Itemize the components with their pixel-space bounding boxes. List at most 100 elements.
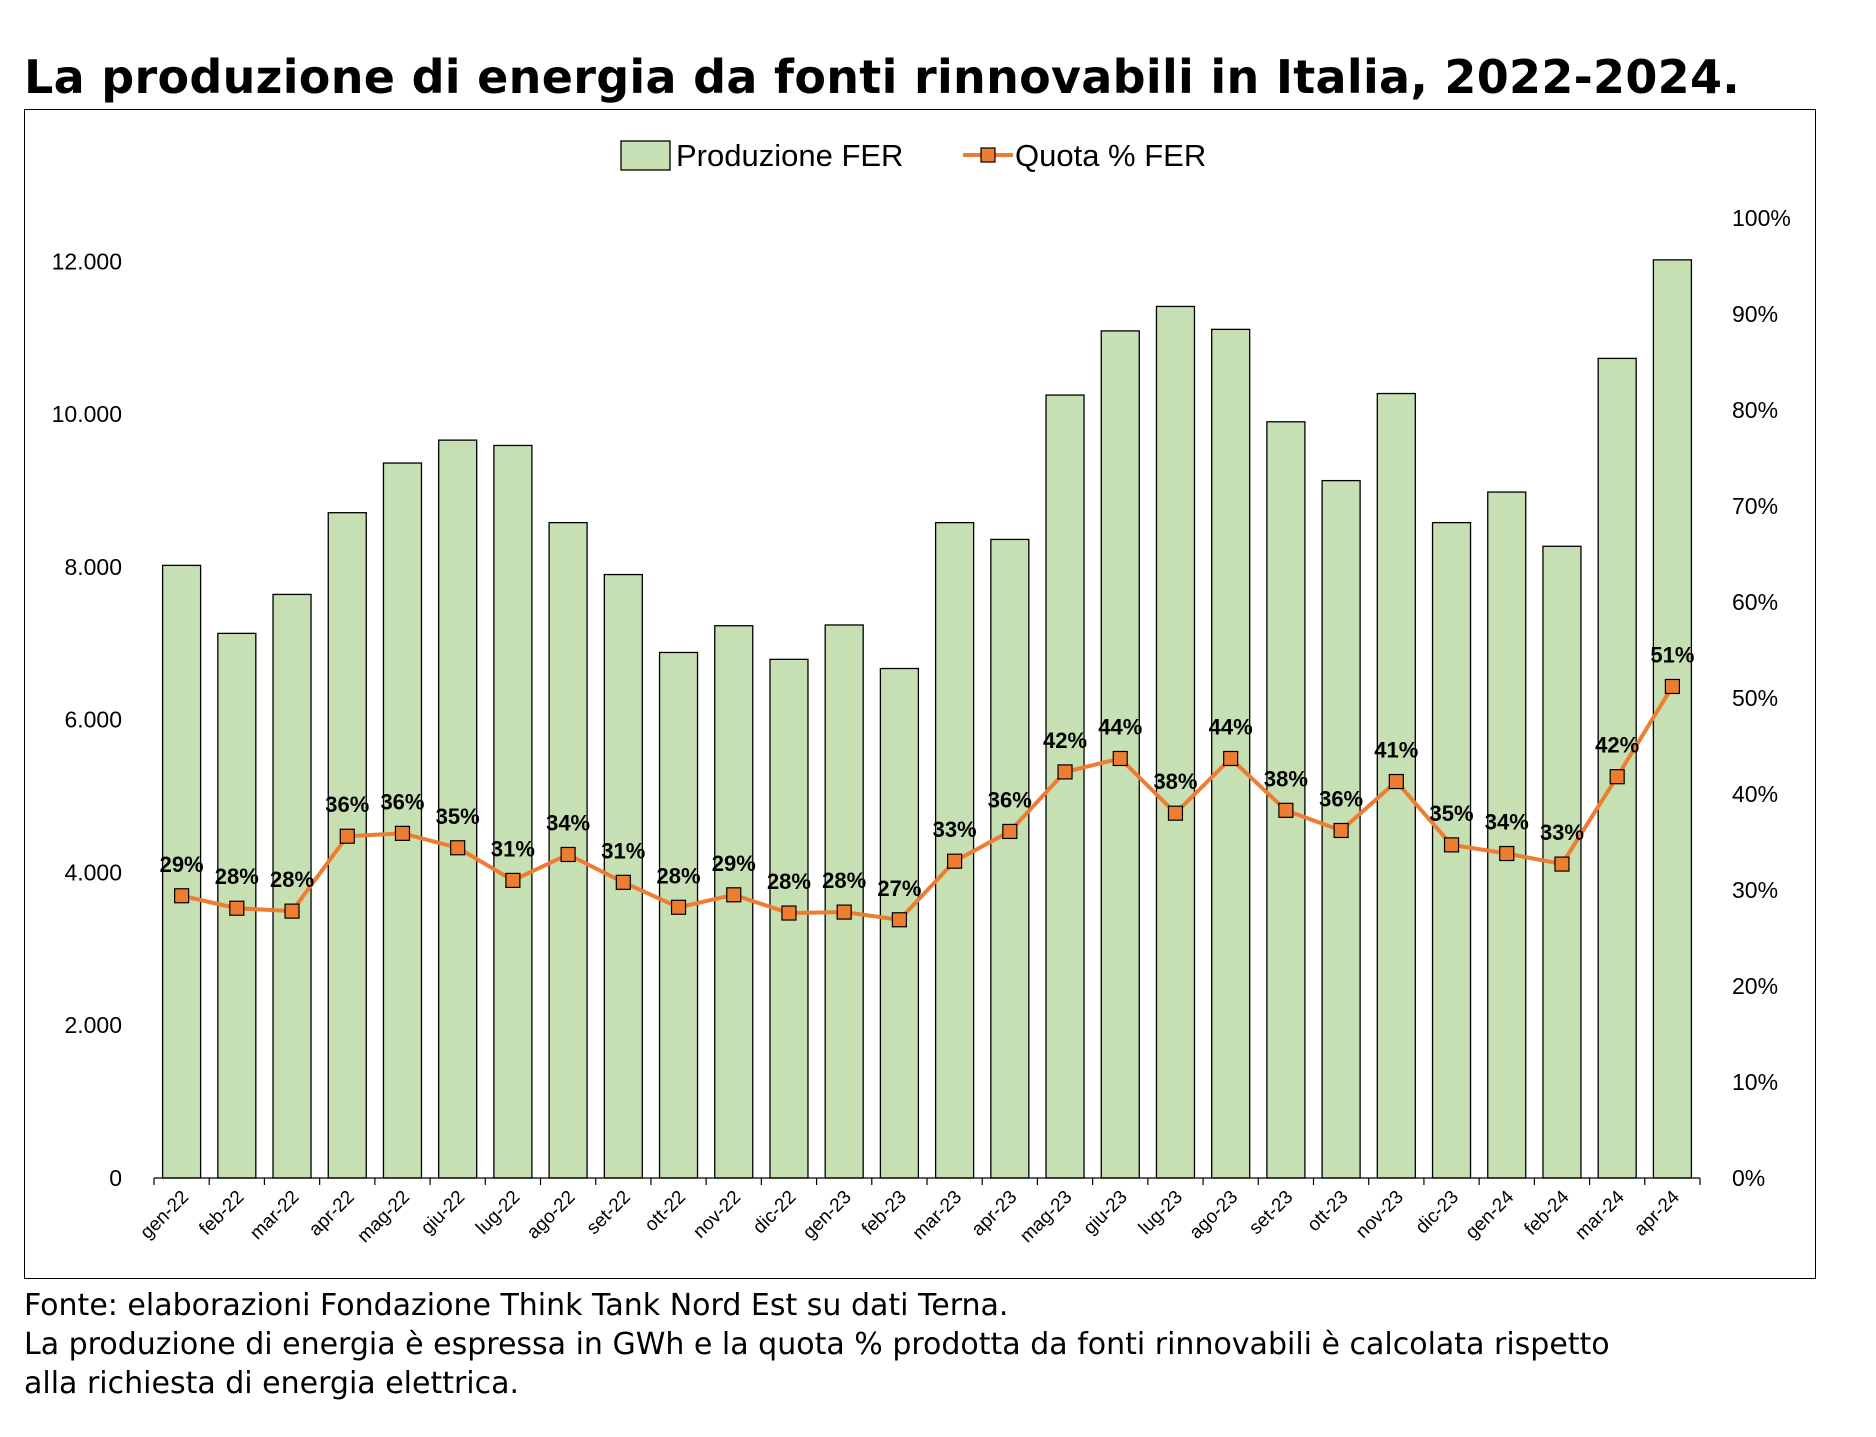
marker-quota-fer: [1057, 764, 1073, 780]
data-label-quota: 44%: [1098, 714, 1142, 739]
data-label-quota: 38%: [1264, 766, 1308, 791]
data-label-quota: 31%: [601, 838, 645, 863]
marker-quota-fer: [781, 905, 797, 921]
x-tick-label: nov-23: [1352, 1187, 1408, 1243]
marker-quota-fer: [1333, 822, 1349, 839]
data-label-quota: 51%: [1650, 642, 1694, 667]
data-label-quota: 44%: [1209, 714, 1253, 739]
marker-quota-fer: [836, 904, 852, 920]
marker-quota-fer: [1002, 823, 1018, 840]
y-right-tick-label: 70%: [1732, 493, 1778, 519]
x-tick-label: ott-23: [1303, 1187, 1352, 1236]
y-left-tick-label: 0: [109, 1165, 122, 1191]
bar-produzione-fer: [1487, 491, 1527, 1179]
data-label-quota: 27%: [877, 876, 921, 901]
x-tick-label: gen-24: [1462, 1186, 1519, 1243]
x-tick-label: lug-22: [472, 1187, 524, 1239]
marker-quota-fer: [174, 888, 190, 904]
legend-label-produzione: Produzione FER: [676, 138, 903, 173]
data-label-quota: 29%: [712, 851, 756, 876]
y-left-tick-label: 12.000: [52, 248, 122, 274]
x-tick-label: apr-24: [1630, 1186, 1684, 1240]
data-label-quota: 38%: [1153, 769, 1197, 794]
data-label-quota: 42%: [1595, 733, 1639, 758]
x-tick-label: lug-23: [1135, 1187, 1187, 1239]
marker-quota-fer: [1609, 769, 1625, 785]
data-label-quota: 28%: [822, 868, 866, 893]
marker-quota-fer: [560, 846, 576, 863]
x-tick-label: set-23: [1245, 1187, 1297, 1239]
line-quota-fer: [181, 685, 1675, 922]
x-tick-label: feb-24: [1521, 1186, 1574, 1239]
footer-note-line1: La produzione di energia è espressa in G…: [24, 1327, 1610, 1362]
marker-quota-fer: [229, 900, 245, 916]
y-right-tick-label: 80%: [1732, 397, 1778, 423]
x-tick-label: apr-22: [305, 1187, 359, 1241]
y-right-tick-label: 100%: [1732, 205, 1791, 231]
marker-quota-fer: [284, 903, 300, 919]
x-tick-label: dic-22: [749, 1187, 800, 1238]
bar-produzione-fer: [990, 538, 1030, 1179]
data-label-quota: 36%: [988, 787, 1032, 812]
footer-notes: Fonte: elaborazioni Fondazione Think Tan…: [24, 1286, 1854, 1403]
marker-quota-fer: [394, 825, 411, 841]
data-label-quota: 36%: [1319, 786, 1363, 811]
y-left-tick-label: 2.000: [64, 1012, 122, 1038]
marker-quota-fer: [670, 899, 687, 915]
bar-produzione-fer: [714, 625, 754, 1179]
x-tick-label: mag-23: [1016, 1187, 1076, 1247]
y-right-tick-label: 50%: [1732, 685, 1778, 711]
marker-quota-fer: [339, 828, 355, 844]
bar-produzione-fer: [658, 651, 699, 1179]
y-right-tick-label: 40%: [1732, 781, 1778, 807]
marker-quota-fer: [1443, 837, 1460, 853]
y-left-tick-label: 8.000: [64, 554, 122, 580]
x-tick-label: mar-23: [909, 1187, 966, 1244]
data-label-quota: 29%: [160, 852, 204, 877]
marker-quota-fer: [450, 840, 466, 856]
y-left-tick-label: 4.000: [64, 859, 122, 885]
bar-produzione-fer: [1597, 357, 1637, 1179]
data-label-quota: 36%: [325, 792, 369, 817]
y-left-tick-label: 6.000: [64, 707, 122, 733]
data-label-quota: 33%: [933, 817, 977, 842]
x-tick-label: dic-23: [1412, 1187, 1463, 1238]
marker-quota-fer: [891, 912, 907, 928]
bar-produzione-fer: [382, 462, 423, 1179]
marker-quota-fer: [1554, 856, 1570, 872]
x-tick-label: apr-23: [968, 1187, 1022, 1241]
data-label-quota: 28%: [215, 864, 259, 889]
y-right-tick-label: 30%: [1732, 877, 1778, 903]
y-right-tick-label: 10%: [1732, 1069, 1778, 1095]
bar-produzione-fer: [824, 624, 864, 1179]
bar-produzione-fer: [934, 521, 975, 1179]
x-tick-label: feb-23: [858, 1187, 911, 1240]
bar-produzione-fer: [161, 564, 202, 1179]
legend-swatch-produzione: [620, 140, 671, 171]
marker-quota-fer: [505, 872, 521, 889]
legend-marker-quota: [980, 147, 996, 163]
x-tick-label: mar-24: [1571, 1186, 1629, 1244]
marker-quota-fer: [1278, 802, 1294, 818]
x-tick-label: mar-22: [246, 1187, 303, 1244]
x-tick-label: ago-22: [523, 1187, 580, 1244]
bar-produzione-fer: [493, 444, 533, 1179]
footer-note-line2: alla richiesta di energia elettrica.: [24, 1366, 520, 1401]
y-right-tick-label: 20%: [1732, 973, 1778, 999]
marker-quota-fer: [1388, 773, 1404, 790]
data-label-quota: 33%: [1540, 820, 1584, 845]
data-label-quota: 28%: [657, 863, 701, 888]
marker-quota-fer: [1664, 678, 1680, 695]
data-label-quota: 28%: [270, 867, 314, 892]
x-tick-label: gen-22: [136, 1187, 193, 1244]
chart-frame: [24, 109, 1816, 1279]
data-label-quota: 42%: [1043, 728, 1087, 753]
marker-quota-fer: [947, 853, 963, 869]
bar-produzione-fer: [1155, 305, 1196, 1179]
marker-quota-fer: [1223, 750, 1239, 767]
marker-quota-fer: [1167, 805, 1184, 821]
bar-produzione-fer: [327, 512, 367, 1179]
bar-produzione-fer: [1652, 259, 1693, 1179]
data-label-quota: 36%: [380, 789, 424, 814]
